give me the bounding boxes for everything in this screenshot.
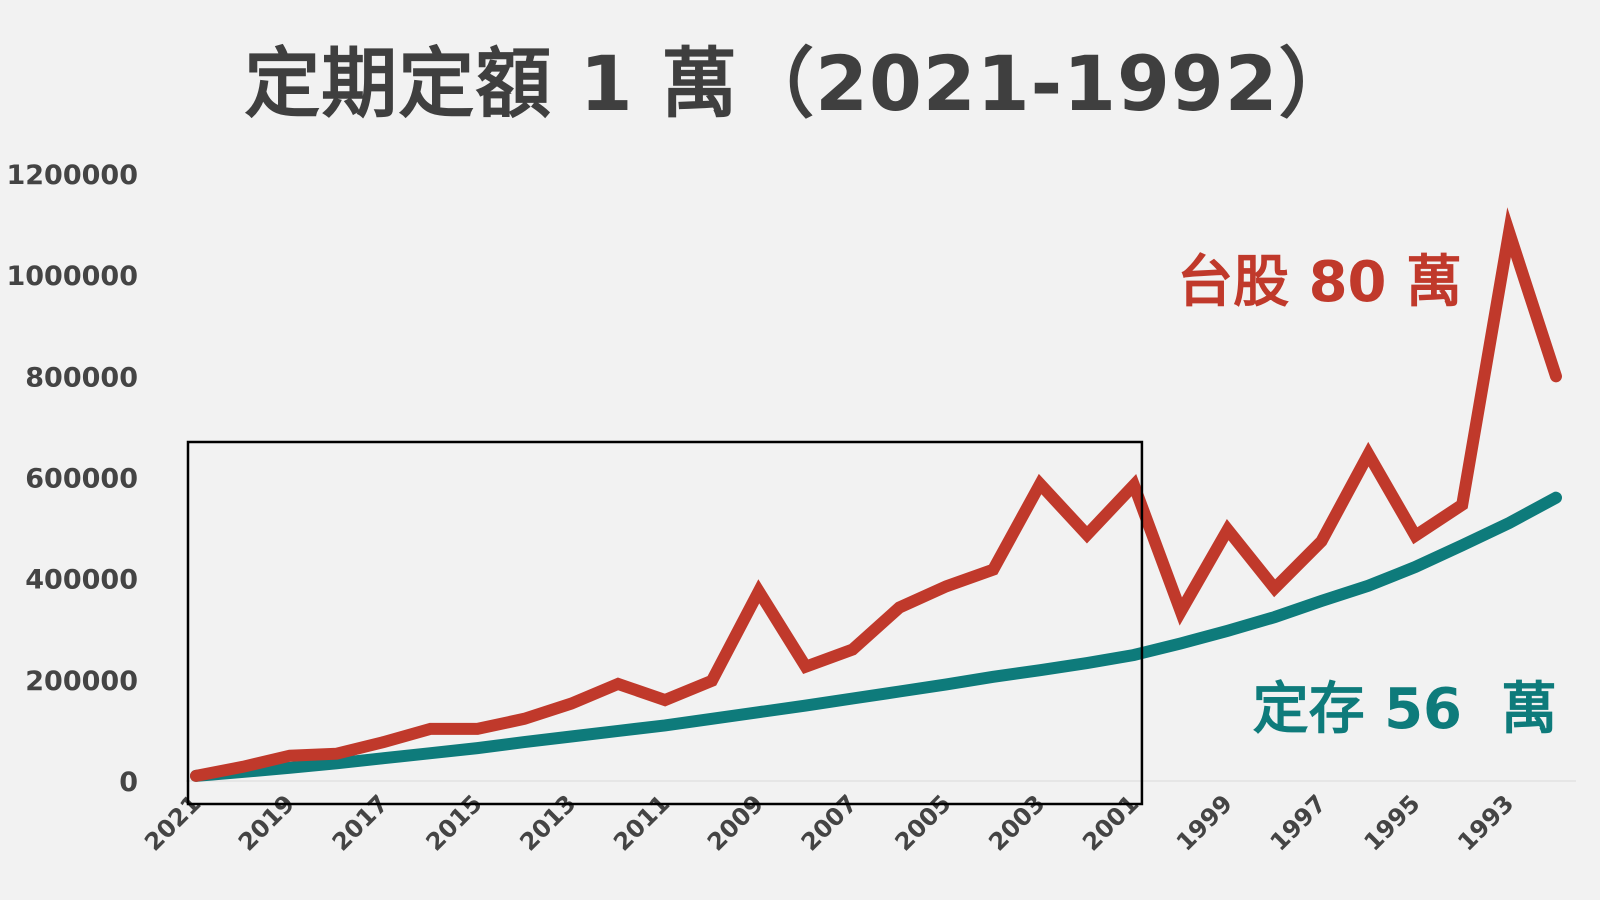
y-tick-label: 200000 bbox=[25, 666, 138, 697]
y-tick-label: 1200000 bbox=[6, 160, 138, 191]
y-tick-label: 0 bbox=[119, 767, 138, 798]
y-tick-label: 600000 bbox=[25, 464, 138, 495]
x-axis-ticks: 2021 2019 2017 2015 2013 2011 2009 2007 2005 2003… bbox=[139, 789, 1519, 856]
x-tick-label: 2003 bbox=[983, 789, 1050, 856]
x-tick-label: 1997 bbox=[1265, 789, 1332, 856]
x-tick-label: 2001 bbox=[1077, 789, 1144, 856]
y-tick-label: 800000 bbox=[25, 362, 138, 393]
x-tick-label: 1993 bbox=[1452, 789, 1519, 856]
y-tick-label: 1000000 bbox=[6, 261, 138, 292]
x-tick-label: 2015 bbox=[421, 789, 488, 856]
x-tick-label: 2017 bbox=[327, 789, 394, 856]
x-tick-label: 2007 bbox=[796, 789, 863, 856]
series-lines bbox=[190, 207, 1562, 782]
chart-title: 定期定額 1 萬（2021-1992） bbox=[244, 39, 1356, 128]
stock-series-line bbox=[190, 207, 1562, 782]
x-tick-label: 1999 bbox=[1171, 789, 1238, 856]
x-tick-label: 2011 bbox=[608, 789, 675, 856]
x-tick-label: 2021 bbox=[139, 789, 206, 856]
y-axis-ticks: 0 200000 400000 600000 800000 1000000 1200000 bbox=[6, 160, 138, 798]
deposit-series-label: 定存 56 萬 bbox=[1253, 677, 1557, 742]
x-tick-label: 2005 bbox=[890, 789, 957, 856]
x-tick-label: 2013 bbox=[514, 789, 581, 856]
deposit-series-line bbox=[190, 491, 1562, 782]
y-tick-label: 400000 bbox=[25, 565, 138, 596]
highlight-box bbox=[186, 440, 1144, 806]
stock-series-label: 台股 80 萬 bbox=[1177, 250, 1462, 315]
x-tick-label: 2009 bbox=[702, 789, 769, 856]
x-tick-label: 1995 bbox=[1359, 789, 1426, 856]
x-tick-label: 2019 bbox=[233, 789, 300, 856]
